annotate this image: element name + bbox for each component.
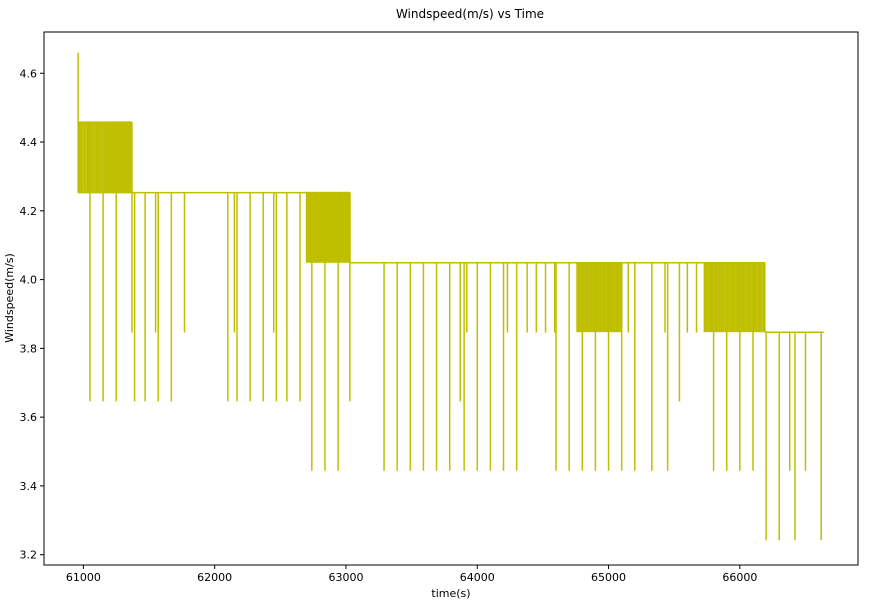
y-tick-label: 4.0 [20,274,38,287]
x-tick-label: 63000 [328,571,363,584]
y-tick-label: 3.6 [20,411,38,424]
y-axis-label: Windspeed(m/s) [3,253,16,343]
x-tick-label: 66000 [722,571,757,584]
series-layer [77,52,824,541]
plot-frame [43,31,859,566]
x-tick-label: 62000 [197,571,232,584]
y-tick-label: 3.4 [20,480,38,493]
chart-title: Windspeed(m/s) vs Time [396,7,544,21]
y-tick-label: 4.6 [20,67,38,80]
y-tick-label: 4.2 [20,205,38,218]
y-tick-label: 4.4 [20,136,38,149]
y-tick-label: 3.2 [20,549,38,562]
x-tick-label: 65000 [591,571,626,584]
y-axis: 3.2 3.4 3.6 3.8 4.0 4.2 4.4 4.6 [20,67,44,562]
x-tick-label: 64000 [460,571,495,584]
x-tick-label: 61000 [66,571,101,584]
x-axis: 61000 62000 63000 64000 65000 66000 [66,565,757,584]
x-axis-label: time(s) [431,587,470,600]
y-tick-label: 3.8 [20,342,38,355]
